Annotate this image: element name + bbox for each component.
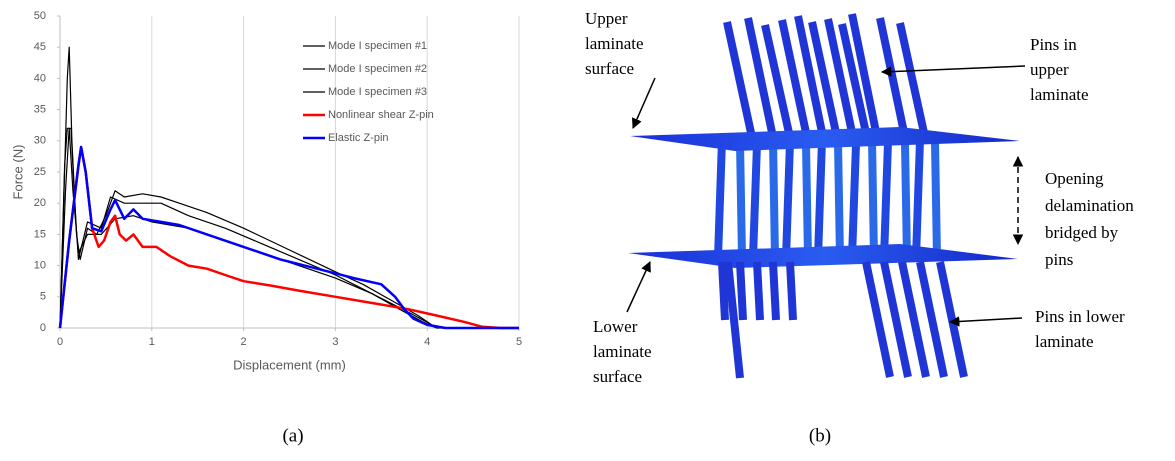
y-tick-label: 10 <box>34 260 46 272</box>
pin <box>896 22 930 143</box>
pin <box>834 141 844 259</box>
y-tick-label: 45 <box>34 41 46 53</box>
pin <box>782 141 794 259</box>
line <box>59 46 519 329</box>
diagram-label: pins <box>1045 250 1073 269</box>
y-tick-label: 0 <box>40 322 46 334</box>
y-tick-label: 30 <box>34 135 46 147</box>
diagram-label: laminate <box>1035 332 1094 351</box>
legend-label: Nonlinear shear Z-pin <box>328 109 434 121</box>
pin <box>848 143 860 259</box>
lower-laminate <box>628 244 1018 268</box>
line <box>58 145 519 330</box>
pin <box>714 139 726 259</box>
pin <box>753 261 764 321</box>
y-tick-label: 5 <box>40 291 46 303</box>
pin <box>868 139 878 259</box>
x-tick-label: 2 <box>241 336 247 348</box>
diagram: Upper laminate surface Pins in upper laminate… <box>585 9 1134 386</box>
y-tick-label: 25 <box>34 166 46 178</box>
pin <box>880 261 912 378</box>
y-tick-label: 20 <box>34 197 46 209</box>
pin <box>880 141 892 259</box>
y-axis-label: Force (N) <box>10 145 25 200</box>
x-tick-label: 4 <box>424 336 430 348</box>
arrow <box>948 316 1023 327</box>
pin <box>723 21 757 143</box>
pin <box>718 261 729 321</box>
diagram-label: laminate <box>585 34 644 53</box>
diagram-label: bridged by <box>1045 223 1119 242</box>
pin <box>808 21 842 143</box>
legend-label: Mode I specimen #3 <box>328 86 427 98</box>
line <box>58 145 519 330</box>
arrow <box>626 261 651 313</box>
pins <box>718 261 968 379</box>
x-tick-label: 0 <box>57 336 63 348</box>
y-tick-label: 40 <box>34 72 46 84</box>
caption: (b) <box>809 425 831 446</box>
x-tick-label: 3 <box>332 336 338 348</box>
pin <box>786 261 797 321</box>
pin <box>802 143 812 259</box>
pin <box>848 13 882 143</box>
pin <box>916 261 948 378</box>
diagram-label: upper <box>1030 60 1069 79</box>
pin <box>744 17 778 143</box>
pin <box>838 23 872 143</box>
pin <box>862 261 894 378</box>
pin <box>898 261 930 378</box>
y-tick-label: 15 <box>34 228 46 240</box>
diagram-label: Opening <box>1045 169 1104 188</box>
pin <box>769 261 780 321</box>
pin <box>724 261 744 379</box>
diagram-label: laminate <box>1030 85 1089 104</box>
pin <box>876 17 910 143</box>
pin <box>814 139 826 259</box>
legend-label: Mode I specimen #1 <box>328 40 427 52</box>
line <box>59 127 519 329</box>
upper-laminate <box>630 127 1020 151</box>
pin <box>736 261 747 321</box>
caption: (a) <box>282 425 303 446</box>
pin <box>931 141 941 259</box>
pin <box>769 139 779 259</box>
y-tick-label: 35 <box>34 104 46 116</box>
diagram-label: Lower <box>593 317 638 336</box>
legend-label: Mode I specimen #2 <box>328 63 427 75</box>
diagram-label: surface <box>593 367 642 386</box>
y-tick-label: 50 <box>34 10 46 22</box>
pin <box>824 18 858 143</box>
x-axis-label: Displacement (mm) <box>233 357 346 372</box>
diagram-label: delamination <box>1045 196 1134 215</box>
diagram-label: Pins in <box>1030 35 1077 54</box>
pin <box>912 139 924 259</box>
pin <box>794 15 828 143</box>
legend-label: Elastic Z-pin <box>328 132 389 144</box>
diagram-label: laminate <box>593 342 652 361</box>
pin <box>778 19 812 143</box>
line <box>59 127 519 329</box>
diagram-label: surface <box>585 59 634 78</box>
diagram-label: Upper <box>585 9 628 28</box>
pins <box>714 13 941 259</box>
arrow <box>880 65 1026 77</box>
diagram-label: Pins in lower <box>1035 307 1125 326</box>
pin <box>736 141 746 259</box>
x-tick-label: 5 <box>516 336 522 348</box>
pin <box>749 143 761 259</box>
arrow <box>632 77 656 129</box>
pin <box>761 24 795 143</box>
x-tick-label: 1 <box>149 336 155 348</box>
pin <box>901 143 911 259</box>
